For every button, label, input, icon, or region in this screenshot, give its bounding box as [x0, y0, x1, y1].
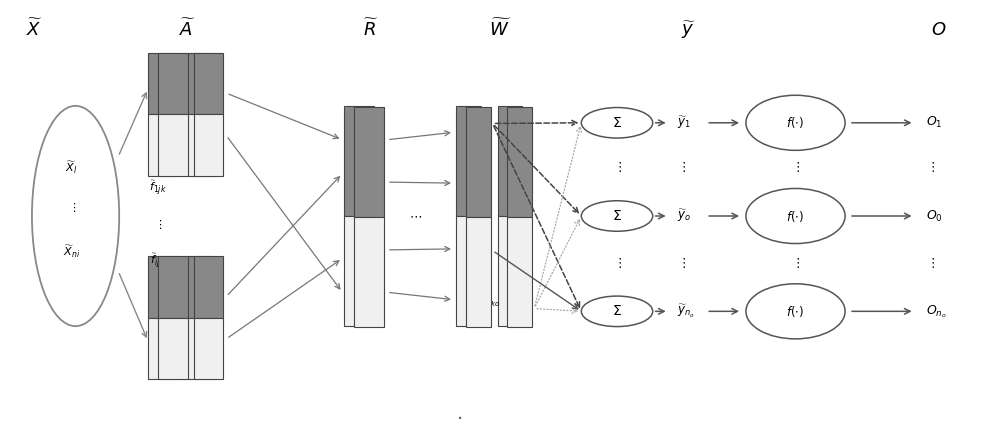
Text: $O_{n_o}$: $O_{n_o}$ [926, 303, 947, 320]
Bar [466, 107, 491, 217]
Text: $\vdots$: $\vdots$ [677, 256, 685, 270]
Text: $\vdots$: $\vdots$ [926, 160, 935, 174]
Text: $\widetilde{X}$: $\widetilde{X}$ [26, 19, 42, 40]
Text: $\widetilde{y}_{n_o}$: $\widetilde{y}_{n_o}$ [677, 302, 694, 320]
Bar [507, 217, 532, 327]
Text: $\widetilde{W}$: $\widetilde{W}$ [489, 19, 511, 40]
Bar [194, 318, 223, 379]
Text: $\widetilde{X}_{ni}$: $\widetilde{X}_{ni}$ [63, 244, 80, 260]
Text: .: . [457, 403, 463, 422]
Bar [148, 53, 178, 114]
Bar [148, 114, 178, 176]
Text: $\vdots$: $\vdots$ [613, 160, 621, 174]
Bar [184, 114, 213, 176]
Text: $\widetilde{y}_1$: $\widetilde{y}_1$ [677, 114, 690, 131]
Text: $O_1$: $O_1$ [926, 115, 943, 130]
Text: $\vdots$: $\vdots$ [791, 160, 800, 174]
Bar [456, 106, 481, 216]
Text: $\widetilde{f}_{1jk}$: $\widetilde{f}_{1jk}$ [149, 179, 167, 198]
Text: $\vdots$: $\vdots$ [68, 201, 76, 214]
Text: $\vdots$: $\vdots$ [154, 218, 162, 231]
Bar [184, 318, 213, 379]
Text: $\widetilde{w}_{jko}$: $\widetilde{w}_{jko}$ [480, 295, 501, 311]
Text: $\vdots$: $\vdots$ [677, 160, 685, 174]
Text: $O$: $O$ [931, 21, 946, 38]
Bar [344, 106, 374, 216]
Text: $O_0$: $O_0$ [926, 209, 943, 223]
Bar [158, 114, 188, 176]
Text: $\Sigma$: $\Sigma$ [612, 116, 622, 130]
Bar [354, 107, 384, 217]
Text: $f(\cdot)$: $f(\cdot)$ [786, 115, 805, 130]
Text: $\widetilde{f}_{ijk}$: $\widetilde{f}_{ijk}$ [150, 252, 165, 271]
Text: $\vdots$: $\vdots$ [613, 256, 621, 270]
Text: $\widetilde{y}$: $\widetilde{y}$ [681, 19, 696, 41]
Bar [354, 217, 384, 327]
Text: $\widetilde{R}$: $\widetilde{R}$ [363, 19, 379, 40]
Text: $\widetilde{A}$: $\widetilde{A}$ [179, 19, 196, 40]
Text: $\vdots$: $\vdots$ [791, 256, 800, 270]
Bar [184, 53, 213, 114]
Bar [148, 256, 178, 318]
Bar [498, 216, 522, 326]
Text: $\Sigma$: $\Sigma$ [612, 209, 622, 223]
Bar [344, 216, 374, 326]
Text: $f(\cdot)$: $f(\cdot)$ [786, 304, 805, 319]
Bar [184, 256, 213, 318]
Text: $\Sigma$: $\Sigma$ [612, 304, 622, 318]
Text: $\widetilde{r}_{jk}$: $\widetilde{r}_{jk}$ [369, 232, 383, 251]
Text: $\vdots$: $\vdots$ [926, 256, 935, 270]
Text: $\cdots$: $\cdots$ [409, 210, 422, 222]
Bar [507, 107, 532, 217]
Text: $f(\cdot)$: $f(\cdot)$ [786, 209, 805, 223]
Bar [498, 106, 522, 216]
Bar [194, 114, 223, 176]
Bar [158, 256, 188, 318]
Bar [466, 217, 491, 327]
Text: $\widetilde{y}_o$: $\widetilde{y}_o$ [677, 207, 691, 225]
Bar [194, 53, 223, 114]
Bar [158, 53, 188, 114]
Text: $\widetilde{X}_l$: $\widetilde{X}_l$ [65, 159, 78, 175]
Bar [456, 216, 481, 326]
Bar [194, 256, 223, 318]
Bar [148, 318, 178, 379]
Bar [158, 318, 188, 379]
